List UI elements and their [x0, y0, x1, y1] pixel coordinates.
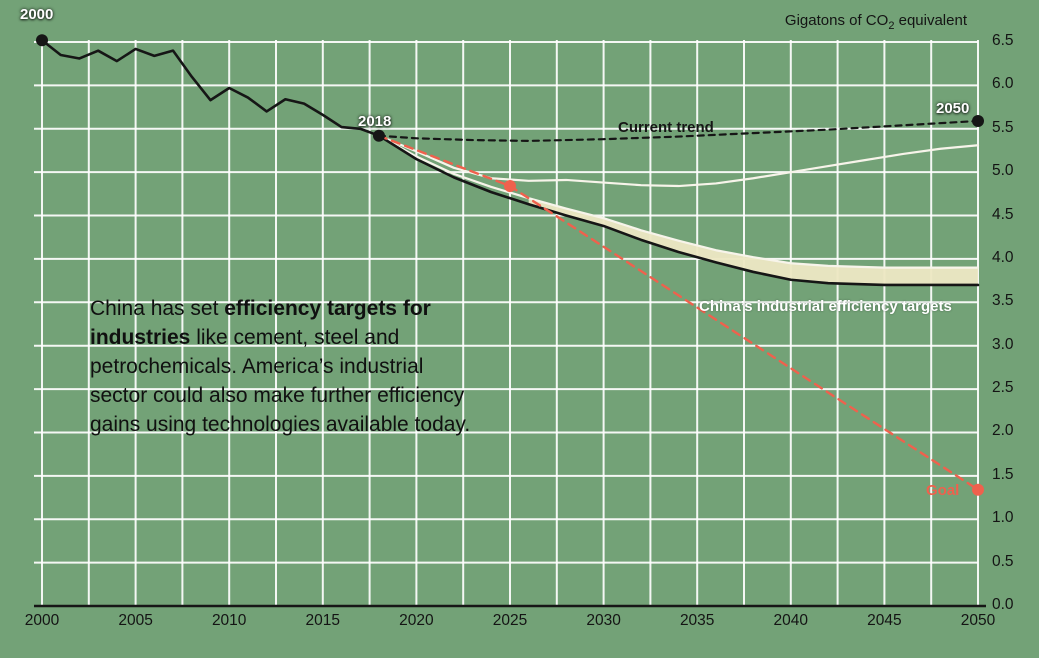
annotation-line: petrochemicals. America’s industrial: [90, 352, 590, 381]
year-badge-2050: 2050: [936, 100, 970, 117]
series-current-trend: [377, 119, 980, 143]
y-tick-label: 0.0: [992, 596, 1014, 613]
annotation-bold-text: industries: [90, 326, 191, 349]
series-historical-emissions: [40, 38, 381, 138]
axis-unit-label: Gigatons of CO2 equivalent: [784, 12, 967, 32]
annotation-bold-text: efficiency targets for: [224, 297, 431, 320]
x-tick-label: 2005: [118, 612, 153, 629]
china-efficiency-band: [528, 198, 978, 285]
point-2018: [372, 129, 385, 142]
y-tick-label: 3.5: [992, 292, 1014, 310]
y-tick-label: 4.0: [992, 248, 1014, 266]
annotation-line: gains using technologies available today…: [90, 410, 590, 439]
x-tick-label: 2000: [24, 612, 60, 629]
year-badge-2018: 2018: [358, 113, 392, 130]
y-tick-label: 3.0: [992, 335, 1014, 353]
point-2000: [36, 34, 48, 47]
x-tick-label: 2010: [211, 612, 247, 629]
point-2050-goal: [972, 483, 984, 496]
series-frozen-efficiency-baseline: [377, 134, 980, 188]
series-china-targets-lower-bound: [377, 134, 980, 287]
y-tick-label: 4.5: [992, 205, 1014, 223]
goal-label: Goal: [926, 482, 960, 499]
x-tick-label: 2045: [867, 612, 902, 629]
y-axis: 6.5 6.0 5.5 5.0 4.5 4.0 3.5 3.0 2.5 2.0 1.5 1.0 0.5 0…: [992, 0, 1037, 658]
year-badge-2000: 2000: [20, 6, 54, 23]
y-tick-label: 1.5: [992, 465, 1014, 483]
y-tick-label: 2.5: [992, 379, 1014, 397]
x-tick-label: 2025: [492, 612, 528, 629]
x-tick-label: 2030: [586, 612, 621, 629]
x-tick-label: 2015: [305, 612, 341, 629]
x-tick-label: 2050: [960, 612, 996, 629]
y-tick-label: 5.0: [992, 162, 1014, 180]
point-2025-goal: [504, 180, 516, 193]
annotation-text-segment: gains using technologies available today…: [90, 413, 471, 436]
x-tick-label: 2035: [679, 612, 715, 629]
point-2050-trend: [972, 114, 984, 127]
china-targets-label: China’s industrial efficiency targets: [699, 298, 952, 315]
series-china-targets-upper-bound: [377, 134, 980, 269]
y-tick-label: 2.0: [992, 422, 1014, 440]
annotation-line: China has set efficiency targets for: [90, 294, 590, 323]
annotation-text: China has set efficiency targets for indu…: [90, 294, 590, 439]
annotation-text-segment: China has set: [90, 297, 225, 320]
y-tick-label: 6.0: [992, 75, 1014, 93]
annotation-line: sector could also make further efficienc…: [90, 381, 590, 410]
x-axis: 2000 2005 2010 2015 2020 2025 2030 2035 2040 2045…: [0, 612, 1039, 634]
current-trend-label: Current trend: [618, 119, 714, 136]
x-tick-label: 2040: [773, 612, 809, 629]
annotation-line: industries like cement, steel and: [90, 323, 590, 352]
annotation-text-segment: like cement, steel and: [190, 326, 400, 349]
annotation-text-segment: sector could also make further efficienc…: [90, 384, 465, 407]
x-tick-label: 2020: [399, 612, 434, 629]
annotation-text-segment: petrochemicals. America’s industrial: [90, 355, 424, 378]
y-tick-label: 6.5: [992, 32, 1014, 49]
y-tick-label: 5.5: [992, 118, 1014, 136]
y-tick-label: 1.0: [992, 509, 1014, 527]
y-tick-label: 0.5: [992, 552, 1014, 570]
